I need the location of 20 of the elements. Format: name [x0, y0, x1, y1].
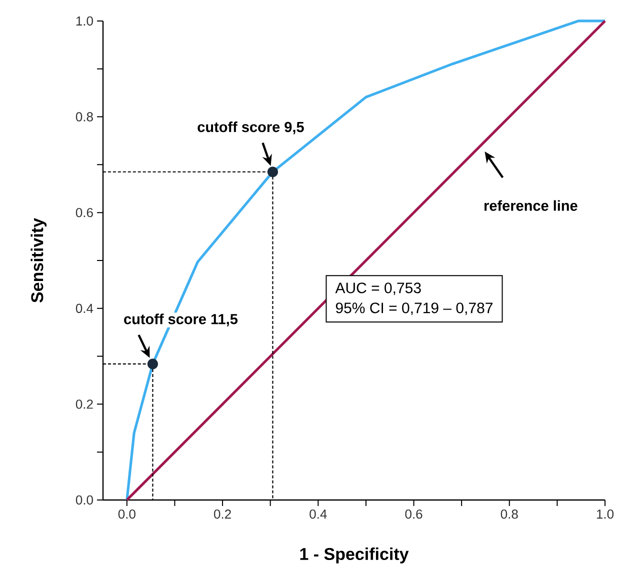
x-tick-label: 0.8	[500, 510, 518, 519]
x-tick-label: 0.2	[214, 510, 231, 519]
y-tick-label: 0.6	[76, 208, 93, 218]
x-axis-title: 1 - Specificity	[300, 548, 409, 564]
annotation: 95% CI = 0,719 – 0,787	[336, 302, 492, 316]
x-tick-label: 1.0	[596, 510, 614, 519]
x-tick-label: 0.0	[118, 510, 136, 519]
line-series	[126, 20, 606, 502]
x-tick-label: 0.4	[310, 510, 327, 519]
annotation: AUC = 0,753	[335, 282, 421, 296]
x-tick-label: 0.6	[405, 510, 422, 519]
y-tick-label: 0.8	[76, 112, 93, 122]
annotation: cutoff score 9,5	[198, 122, 304, 134]
y-tick-label: 1.0	[76, 16, 93, 26]
annotation: cutoff score 11,5	[124, 314, 238, 326]
y-tick-label: 0.4	[76, 304, 94, 313]
y-axis-title: Sensitivity	[30, 218, 47, 303]
text: reference line	[484, 200, 578, 211]
y-tick-label: 0.2	[76, 400, 93, 409]
y-tick-label: 0.0	[76, 495, 93, 505]
